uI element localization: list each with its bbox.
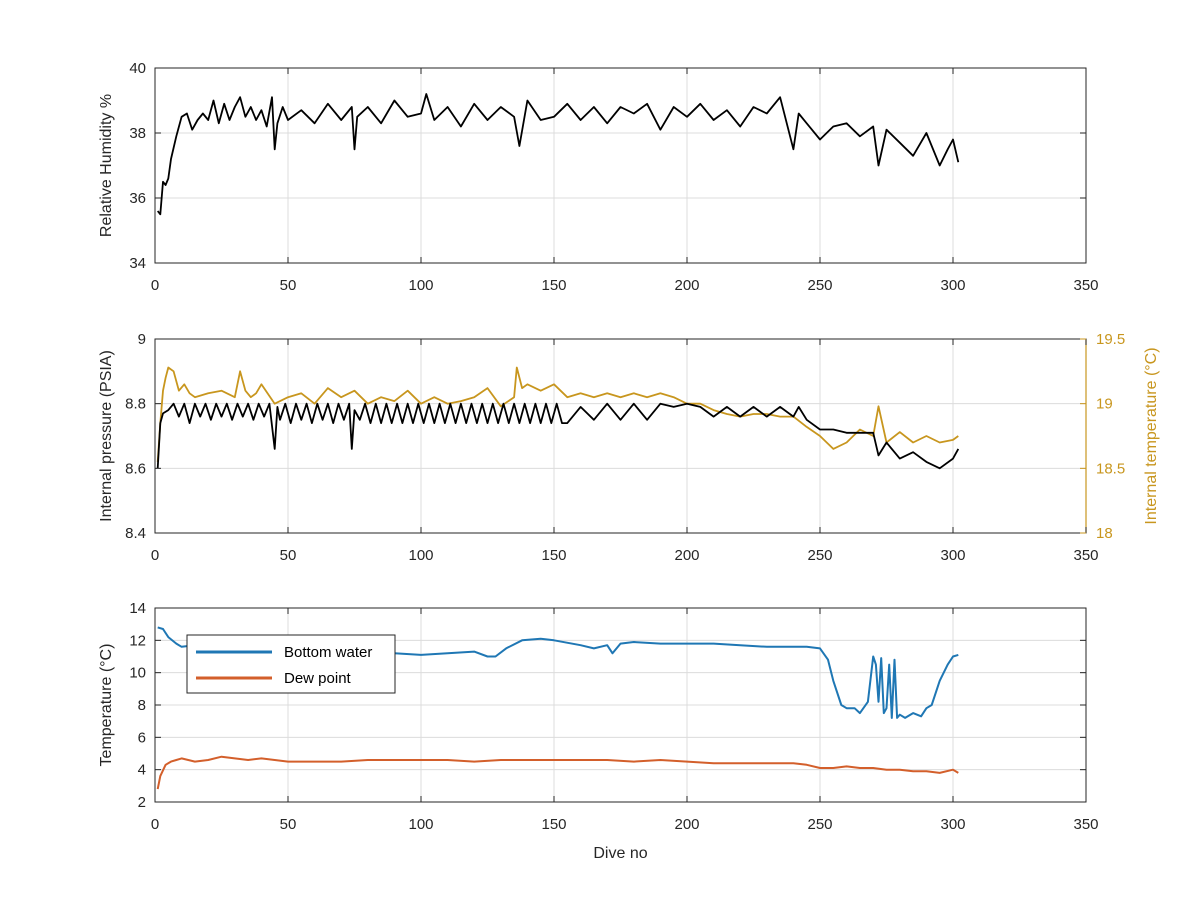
y-tick-label: 6 <box>138 729 146 746</box>
plot-area <box>155 339 1086 533</box>
x-tick-label: 50 <box>280 547 297 564</box>
x-tick-label: 0 <box>151 816 159 833</box>
y-tick-label: 36 <box>129 190 146 207</box>
y-tick-label: 38 <box>129 125 146 142</box>
x-tick-label: 150 <box>541 277 566 294</box>
legend-box <box>186 634 396 694</box>
x-tick-label: 250 <box>807 816 832 833</box>
series-line-left-1 <box>156 402 960 470</box>
series-line-main-0 <box>156 93 960 216</box>
axes-frame <box>154 67 1087 264</box>
x-tick-label: 250 <box>807 277 832 294</box>
chart-panel-2: 0 50 100 150 200 250 300 350 8.4 8.6 8.8 9 18 18.5 19 1… <box>98 331 1160 564</box>
y-tick-label: 10 <box>129 665 146 682</box>
y-tick-label: 34 <box>129 255 146 272</box>
y-axis-label: Internal pressure (PSIA) <box>98 350 115 522</box>
x-tick-label: 350 <box>1073 547 1098 564</box>
y-right-tick-label: 18.5 <box>1096 460 1125 477</box>
x-tick-label: 150 <box>541 816 566 833</box>
x-tick-label: 200 <box>674 277 699 294</box>
x-axis-label: Dive no <box>593 845 647 862</box>
y-tick-label: 4 <box>138 762 146 779</box>
y-tick-label: 8.6 <box>125 460 146 477</box>
y-right-axis-label: Internal temperature (°C) <box>1143 347 1160 524</box>
legend-label: Dew point <box>284 670 352 687</box>
x-tick-label: 0 <box>151 277 159 294</box>
x-tick-label: 200 <box>674 547 699 564</box>
x-tick-label: 100 <box>408 277 433 294</box>
x-tick-label: 0 <box>151 547 159 564</box>
x-tick-label: 100 <box>408 547 433 564</box>
y-tick-label: 8.4 <box>125 525 146 542</box>
x-tick-label: 200 <box>674 816 699 833</box>
series-line-dew-point <box>156 755 959 790</box>
y-tick-label: 12 <box>129 632 146 649</box>
chart-panel-1: 0 50 100 150 200 250 300 350 34 36 38 40 Relative Hu… <box>98 60 1099 294</box>
plot-area <box>155 68 1086 263</box>
y-axis-label: Temperature (°C) <box>98 644 115 767</box>
x-tick-label: 50 <box>280 816 297 833</box>
x-tick-label: 300 <box>940 547 965 564</box>
x-tick-label: 150 <box>541 547 566 564</box>
x-tick-label: 100 <box>408 816 433 833</box>
y-tick-label: 8.8 <box>125 396 146 413</box>
y-axis-label: Relative Humidity % <box>98 94 115 237</box>
x-tick-label: 350 <box>1073 816 1098 833</box>
series-line-right-0 <box>156 366 959 462</box>
y-tick-label: 2 <box>138 794 146 811</box>
y-right-tick-label: 19 <box>1096 396 1113 413</box>
x-tick-label: 350 <box>1073 277 1098 294</box>
x-tick-label: 250 <box>807 547 832 564</box>
y-right-tick-label: 18 <box>1096 525 1113 542</box>
legend: Bottom water Dew point <box>186 634 396 694</box>
y-tick-label: 40 <box>129 60 146 77</box>
y-right-tick-label: 19.5 <box>1096 331 1125 348</box>
x-tick-label: 300 <box>940 277 965 294</box>
x-tick-label: 300 <box>940 816 965 833</box>
x-tick-label: 50 <box>280 277 297 294</box>
legend-label: Bottom water <box>284 644 372 661</box>
chart-panel-3: 0 50 100 150 200 250 300 350 2 4 6 8 10 12 14 Temperatu… <box>98 600 1099 862</box>
y-tick-label: 8 <box>138 697 146 714</box>
y-tick-label: 9 <box>138 331 146 348</box>
y-tick-label: 14 <box>129 600 146 617</box>
